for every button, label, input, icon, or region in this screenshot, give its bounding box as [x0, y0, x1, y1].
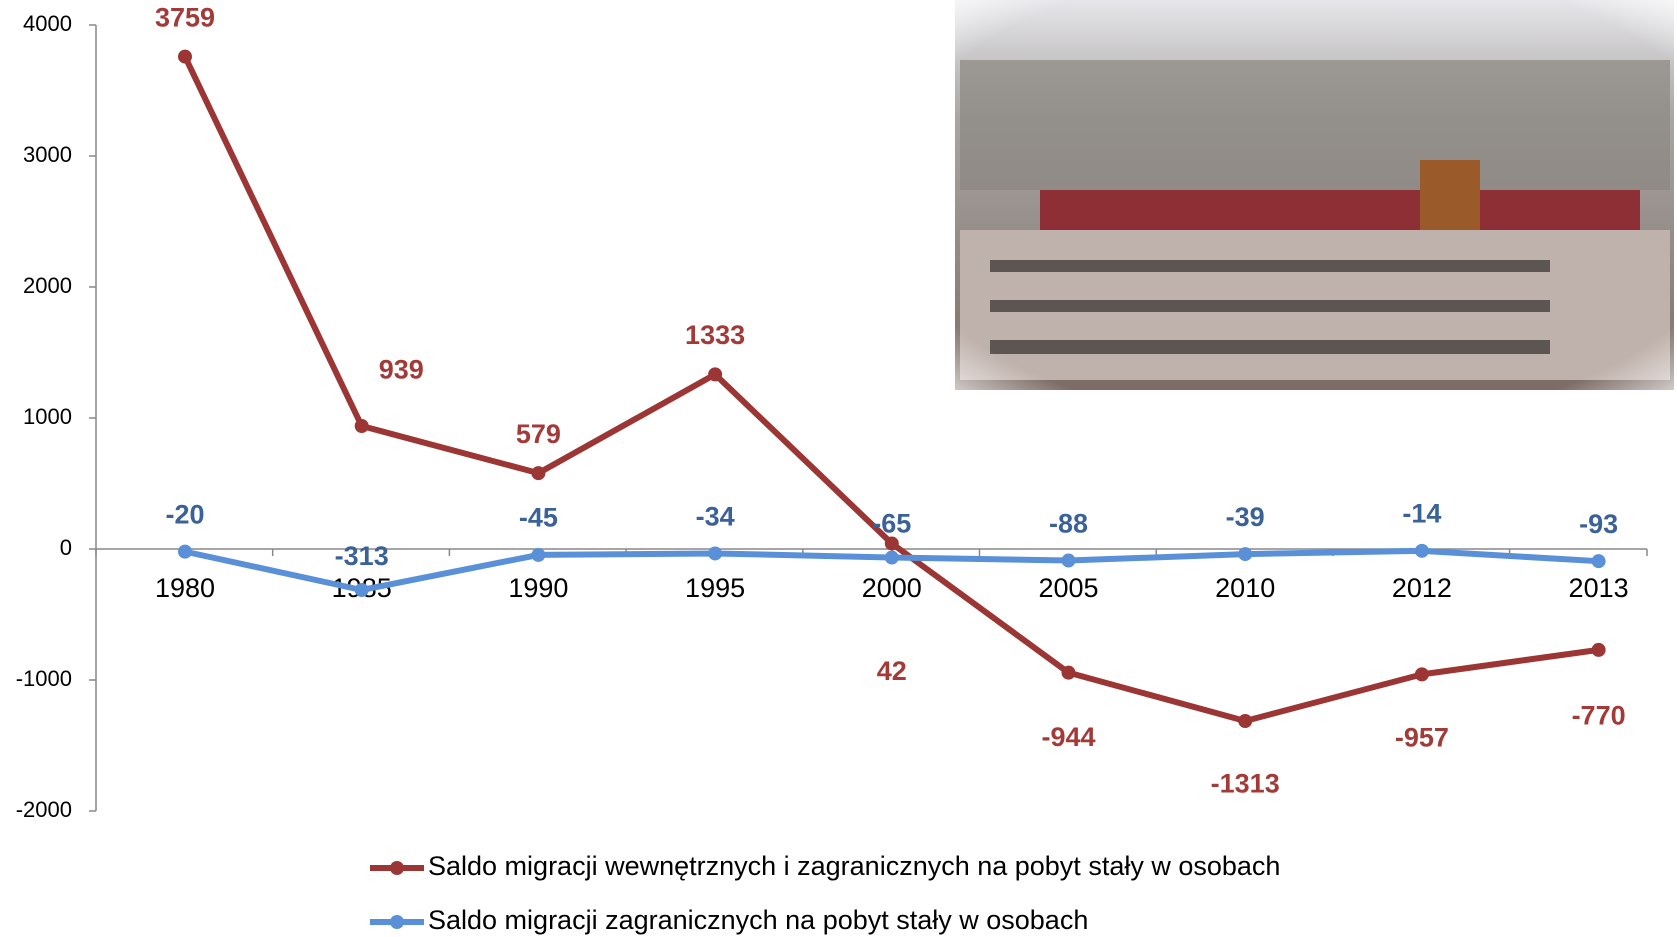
data-label: -65	[872, 509, 911, 539]
y-tick-label: 3000	[23, 142, 72, 167]
point	[1061, 665, 1076, 680]
y-tick-label: 4000	[23, 11, 72, 36]
point	[1591, 554, 1606, 569]
y-tick-label: -2000	[16, 797, 72, 822]
point	[708, 367, 723, 382]
legend-marker	[390, 915, 404, 929]
y-tick-label: -1000	[16, 666, 72, 691]
point	[1238, 714, 1253, 729]
point	[178, 544, 192, 559]
point	[178, 49, 192, 64]
x-tick-label: 1990	[508, 573, 568, 603]
y-tick-label: 0	[60, 535, 72, 560]
point	[531, 547, 546, 562]
point	[1238, 547, 1253, 562]
photo	[955, 0, 1674, 390]
data-label: -39	[1226, 502, 1265, 532]
legend: Saldo migracji wewnętrznych i zagraniczn…	[370, 851, 1280, 935]
data-label: 42	[877, 656, 907, 686]
data-label: -944	[1041, 722, 1095, 752]
x-tick-label: 1995	[685, 573, 745, 603]
point	[1591, 642, 1606, 657]
legend-marker	[390, 861, 404, 875]
data-label: -1313	[1211, 768, 1280, 798]
x-tick-label: 2010	[1215, 573, 1275, 603]
data-label: -957	[1395, 723, 1449, 753]
data-label: -313	[335, 541, 389, 571]
point	[1414, 667, 1429, 682]
y-tick-label: 2000	[23, 273, 72, 298]
point	[708, 546, 723, 561]
legend-label: Saldo migracji zagranicznych na pobyt st…	[428, 905, 1088, 935]
point	[354, 583, 369, 598]
data-label: 579	[516, 419, 561, 449]
data-label: 939	[379, 355, 424, 385]
data-label: -14	[1402, 499, 1441, 529]
point	[531, 466, 546, 481]
point	[884, 536, 899, 551]
x-tick-label: 2005	[1038, 573, 1098, 603]
point	[354, 418, 369, 433]
x-tick-label: 2012	[1392, 573, 1452, 603]
data-label: -34	[696, 501, 735, 531]
data-label: 1333	[685, 320, 745, 350]
x-tick-label: 1980	[155, 573, 215, 603]
data-label: 3759	[155, 2, 215, 32]
point	[884, 550, 899, 565]
x-tick-label: 2013	[1569, 573, 1629, 603]
x-tick-label: 2000	[862, 573, 922, 603]
legend-label: Saldo migracji wewnętrznych i zagraniczn…	[428, 851, 1280, 881]
data-label: -88	[1049, 508, 1088, 538]
y-tick-label: 1000	[23, 404, 72, 429]
data-label: -45	[519, 503, 558, 533]
data-label: -770	[1572, 700, 1626, 730]
data-label: -93	[1579, 509, 1618, 539]
data-label: -20	[165, 499, 204, 529]
point	[1061, 553, 1076, 568]
point	[1414, 543, 1429, 558]
